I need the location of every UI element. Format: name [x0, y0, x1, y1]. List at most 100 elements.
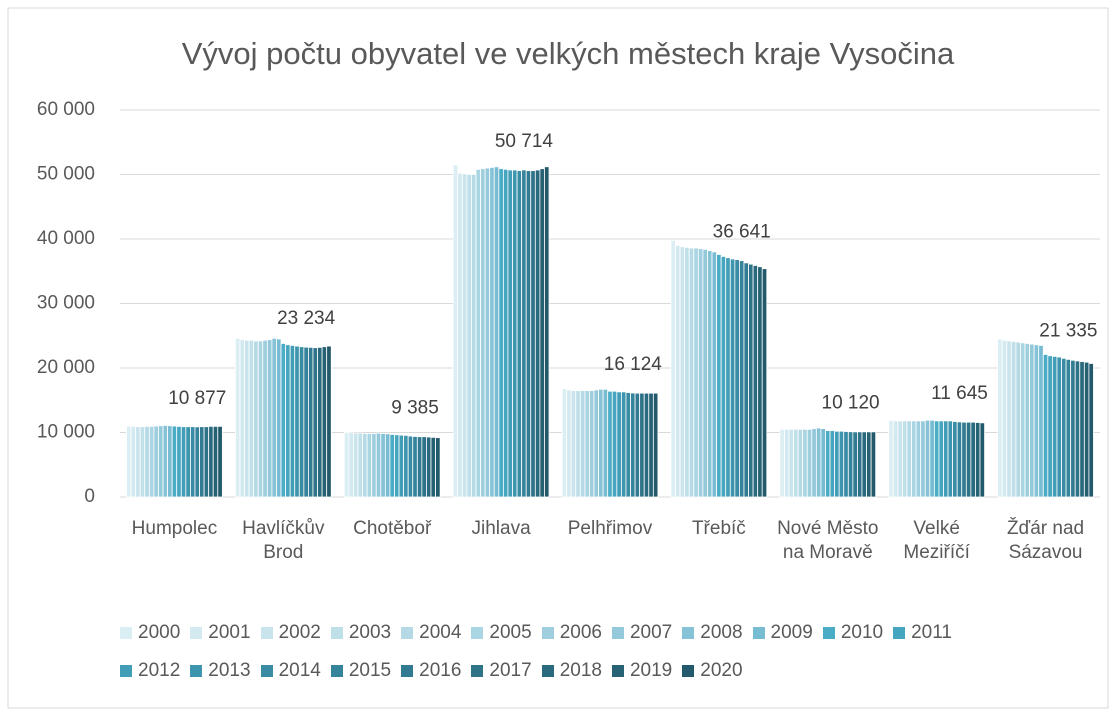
bar [825, 430, 831, 498]
bar [303, 346, 309, 498]
data-label: 11 645 [931, 383, 988, 404]
legend-item: 2015 [330, 660, 391, 682]
bar [380, 433, 386, 498]
bar [135, 426, 141, 498]
bar [353, 432, 359, 498]
bar [484, 167, 491, 498]
bar [861, 431, 867, 498]
legend-swatch [401, 627, 414, 639]
legend-item: 2001 [190, 622, 251, 644]
legend: 2000 2001 2002 2003 2004 2005 2006 2007 2008 2009… [120, 622, 1000, 682]
bar [788, 428, 794, 498]
bar [1070, 359, 1076, 498]
bar [593, 389, 599, 498]
bar [670, 239, 676, 498]
y-tick-label: 40 000 [37, 228, 95, 249]
bar [285, 344, 291, 498]
legend-swatch [541, 665, 554, 677]
bar [130, 425, 137, 498]
legend-item: 2003 [330, 622, 391, 644]
bar [630, 392, 636, 498]
x-tick-label: Humpolec [131, 518, 218, 539]
bar [534, 169, 541, 498]
bar [271, 337, 277, 498]
legend-label: 2019 [629, 660, 673, 681]
bar [961, 421, 967, 498]
bar [693, 247, 699, 498]
bar [153, 425, 159, 498]
bar [684, 246, 690, 498]
legend-item: 2019 [611, 660, 673, 682]
bar [802, 428, 808, 498]
legend-swatch [822, 627, 835, 639]
x-tick-label: Nové Město na Moravě [777, 518, 879, 563]
legend-label: 2006 [559, 622, 602, 643]
bar [171, 425, 178, 498]
legend-label: 2017 [489, 660, 532, 681]
bar [779, 428, 785, 498]
bar [975, 422, 981, 498]
bar [498, 168, 504, 498]
bar [589, 390, 595, 498]
bar [280, 343, 287, 498]
bar [739, 260, 745, 498]
bar [1033, 344, 1040, 498]
bar [639, 392, 645, 498]
y-tick-label: 50 000 [37, 164, 95, 185]
legend-item: 2008 [682, 622, 743, 644]
bar [820, 428, 826, 498]
bar [507, 169, 513, 498]
legend-swatch [611, 627, 624, 639]
bar [834, 430, 840, 498]
bar [544, 166, 550, 498]
legend-swatch [752, 627, 765, 639]
bar [757, 266, 763, 498]
legend-swatch [682, 627, 695, 639]
data-label: 50 714 [495, 131, 554, 152]
bar [947, 420, 954, 498]
legend-swatch [682, 665, 695, 677]
bar [321, 346, 328, 498]
legend-label: 2009 [770, 622, 813, 643]
legend-swatch [330, 627, 343, 639]
bar [471, 174, 477, 498]
legend-label: 2011 [911, 622, 952, 643]
bar [943, 420, 949, 498]
chart-title: Vývoj počtu obyvatel ve velkých městech … [182, 36, 955, 71]
legend-item: 2007 [611, 622, 672, 644]
bar [262, 339, 268, 498]
bar [185, 426, 191, 498]
y-tick-label: 60 000 [37, 99, 95, 120]
bar [208, 425, 214, 498]
bar [566, 389, 572, 498]
x-tick-label: Pelhřimov [567, 518, 653, 539]
bar [952, 421, 958, 498]
data-label: 9 385 [391, 397, 439, 418]
legend-item: 2016 [401, 660, 461, 682]
bar [248, 339, 255, 498]
bar [139, 426, 146, 498]
bar [167, 425, 173, 498]
bar [199, 426, 205, 498]
bar [521, 169, 527, 498]
legend-swatch [611, 665, 624, 677]
bar [979, 422, 985, 498]
x-tick-label: Velké Meziříčí [903, 518, 970, 563]
legend-item: 2004 [401, 622, 461, 644]
bar [702, 248, 708, 498]
bar [312, 347, 318, 498]
bar [579, 390, 586, 498]
bar [793, 428, 799, 498]
bar [1015, 341, 1021, 498]
legend-item: 2017 [471, 660, 532, 682]
bar [688, 247, 695, 498]
bar [480, 168, 486, 498]
chart-border [7, 7, 1109, 709]
y-tick-label: 0 [84, 486, 95, 507]
legend-label: 2004 [419, 622, 462, 643]
legend-item: 2009 [752, 622, 813, 644]
legend-label: 2020 [700, 660, 743, 681]
legend-swatch [190, 665, 203, 677]
legend-swatch [120, 665, 132, 677]
